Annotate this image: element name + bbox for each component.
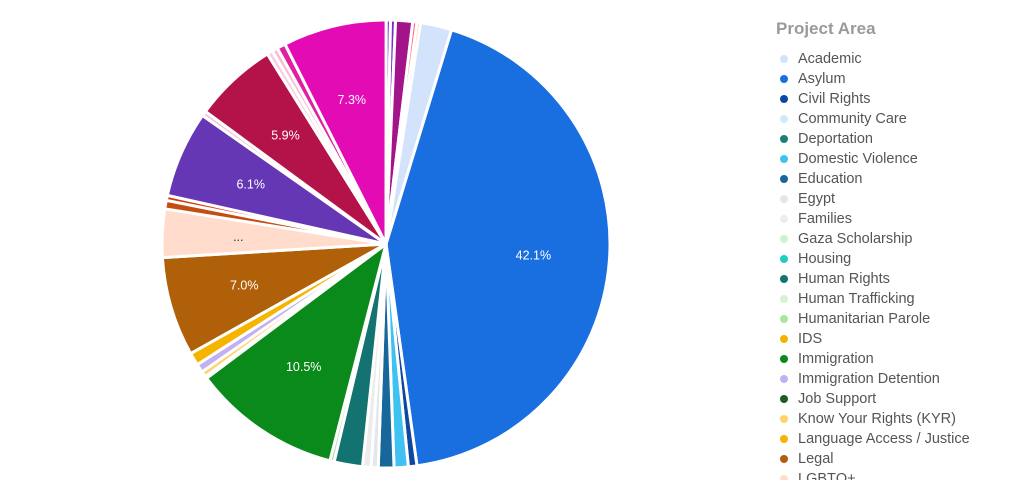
- legend-label: Immigration: [798, 351, 874, 367]
- legend-item-language-access-justice[interactable]: Language Access / Justice: [776, 429, 1016, 449]
- legend: Project Area Academic Asylum Civil Rights C…: [776, 18, 1016, 480]
- legend-marker-icon: [780, 235, 788, 243]
- pie-data-label: ...: [233, 230, 243, 244]
- legend-marker-icon: [780, 275, 788, 283]
- legend-label: Academic: [798, 51, 862, 67]
- pie-data-label: 7.3%: [338, 93, 367, 107]
- legend-item-families[interactable]: Families: [776, 209, 1016, 229]
- pie-slice-23[interactable]: [283, 18, 388, 246]
- pie-slice-legal[interactable]: [160, 242, 388, 356]
- legend-items: Academic Asylum Civil Rights Community Care…: [776, 49, 1016, 480]
- legend-marker-icon: [780, 95, 788, 103]
- legend-item-gaza-scholarship[interactable]: Gaza Scholarship: [776, 229, 1016, 249]
- pie-slice-immigration[interactable]: [205, 242, 388, 463]
- legend-marker-icon: [780, 295, 788, 303]
- legend-label: Community Care: [798, 111, 907, 127]
- legend-label: Families: [798, 211, 852, 227]
- legend-marker-icon: [780, 135, 788, 143]
- legend-item-human-trafficking[interactable]: Human Trafficking: [776, 289, 1016, 309]
- pie-chart-svg: 42.1% 10.5% 7.0%... 6.1% 5.9% 7.3%: [160, 18, 612, 470]
- legend-label: Gaza Scholarship: [798, 231, 913, 247]
- legend-marker-icon: [780, 315, 788, 323]
- legend-item-human-rights[interactable]: Human Rights: [776, 269, 1016, 289]
- legend-label: Deportation: [798, 131, 873, 147]
- legend-marker-icon: [780, 255, 788, 263]
- legend-label: Asylum: [798, 71, 846, 87]
- legend-item-immigration[interactable]: Immigration: [776, 349, 1016, 369]
- legend-marker-icon: [780, 395, 788, 403]
- legend-item-egypt[interactable]: Egypt: [776, 189, 1016, 209]
- legend-item-immigration-detention[interactable]: Immigration Detention: [776, 369, 1016, 389]
- legend-marker-icon: [780, 155, 788, 163]
- legend-title: Project Area: [776, 19, 876, 38]
- legend-item-ids[interactable]: IDS: [776, 329, 1016, 349]
- legend-label: Humanitarian Parole: [798, 311, 931, 327]
- legend-marker-icon: [780, 75, 788, 83]
- pie-data-label: 10.5%: [286, 360, 321, 374]
- legend-label: Egypt: [798, 191, 836, 207]
- pie-data-label: 5.9%: [271, 129, 300, 143]
- legend-item-job-support[interactable]: Job Support: [776, 389, 1016, 409]
- legend-item-deportation[interactable]: Deportation: [776, 129, 1016, 149]
- legend-marker-icon: [780, 335, 788, 343]
- pie-data-label: 6.1%: [236, 177, 265, 191]
- legend-label: LGBTQ+: [798, 471, 856, 480]
- legend-label: Civil Rights: [798, 91, 871, 107]
- legend-label: Housing: [798, 251, 852, 267]
- legend-marker-icon: [780, 435, 788, 443]
- legend-marker-icon: [780, 475, 788, 480]
- legend-label: Language Access / Justice: [798, 431, 970, 447]
- pie-data-label: 7.0%: [230, 279, 259, 293]
- legend-marker-icon: [780, 115, 788, 123]
- pie-chart: 42.1% 10.5% 7.0%... 6.1% 5.9% 7.3%: [160, 18, 612, 470]
- legend-item-housing[interactable]: Housing: [776, 249, 1016, 269]
- legend-label: Education: [798, 171, 863, 187]
- legend-label: IDS: [798, 331, 823, 347]
- legend-marker-icon: [780, 455, 788, 463]
- legend-item-civil-rights[interactable]: Civil Rights: [776, 89, 1016, 109]
- legend-item-know-your-rights-kyr[interactable]: Know Your Rights (KYR): [776, 409, 1016, 429]
- legend-item-academic[interactable]: Academic: [776, 49, 1016, 69]
- legend-label: Domestic Violence: [798, 151, 918, 167]
- legend-marker-icon: [780, 175, 788, 183]
- legend-label: Human Trafficking: [798, 291, 915, 307]
- legend-marker-icon: [780, 215, 788, 223]
- legend-item-domestic-violence[interactable]: Domestic Violence: [776, 149, 1016, 169]
- legend-label: Immigration Detention: [798, 371, 940, 387]
- legend-item-humanitarian-parole[interactable]: Humanitarian Parole: [776, 309, 1016, 329]
- legend-item-legal[interactable]: Legal: [776, 449, 1016, 469]
- pie-slice-academic[interactable]: [384, 21, 453, 246]
- legend-marker-icon: [780, 195, 788, 203]
- pie-data-label: 42.1%: [516, 249, 551, 263]
- legend-label: Human Rights: [798, 271, 890, 287]
- legend-item-community-care[interactable]: Community Care: [776, 109, 1016, 129]
- legend-marker-icon: [780, 415, 788, 423]
- legend-marker-icon: [780, 375, 788, 383]
- legend-marker-icon: [780, 55, 788, 63]
- legend-label: Job Support: [798, 391, 877, 407]
- legend-label: Legal: [798, 451, 834, 467]
- legend-item-asylum[interactable]: Asylum: [776, 69, 1016, 89]
- legend-marker-icon: [780, 355, 788, 363]
- pie-slice-asylum[interactable]: [384, 28, 612, 468]
- legend-item-lgbtq[interactable]: LGBTQ+: [776, 469, 1016, 480]
- legend-item-education[interactable]: Education: [776, 169, 1016, 189]
- legend-label: Know Your Rights (KYR): [798, 411, 956, 427]
